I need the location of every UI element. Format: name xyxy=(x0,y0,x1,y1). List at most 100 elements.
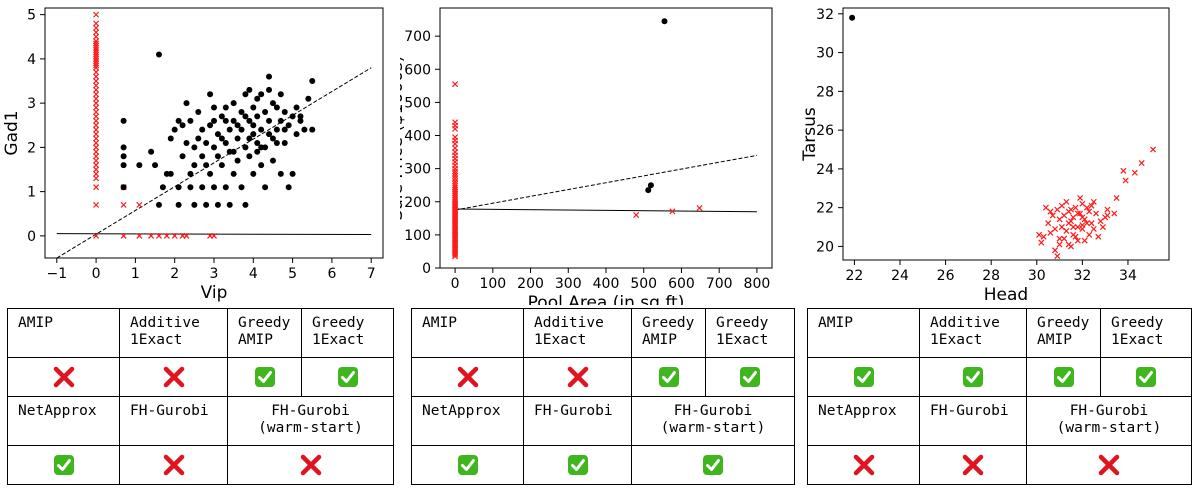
x-marker-point xyxy=(452,178,459,185)
method-label: Additive 1Exact xyxy=(523,308,632,358)
y-axis-label: Gad1 xyxy=(2,110,22,155)
dot-point xyxy=(211,184,217,191)
y-tick-label: 22 xyxy=(816,201,834,217)
x-marker-point xyxy=(148,232,155,239)
dot-point xyxy=(187,184,194,191)
result-cell xyxy=(919,445,1027,485)
y-axis-label: Tarsus xyxy=(800,107,820,162)
dot-point xyxy=(218,113,225,120)
x-tick-label: 24 xyxy=(891,268,909,284)
check-mark-icon xyxy=(702,454,724,476)
dashed-fit-line xyxy=(455,154,757,211)
result-cell xyxy=(7,357,120,397)
x-marker-point xyxy=(93,20,100,27)
x-axis-label: Vip xyxy=(201,283,228,303)
dashed-fit-line xyxy=(56,67,372,258)
x-marker-point xyxy=(93,44,100,51)
x-marker-point xyxy=(1104,212,1111,219)
dot-point xyxy=(246,117,253,124)
x-marker-point xyxy=(93,113,100,120)
dot-point xyxy=(167,135,174,142)
x-marker-point xyxy=(1079,214,1086,221)
x-marker-point xyxy=(93,11,100,18)
dot-point xyxy=(183,139,190,146)
x-tick-label: 32 xyxy=(1073,268,1091,284)
x-tick-label: 100 xyxy=(479,276,506,292)
x-marker-point xyxy=(93,201,100,208)
method-results-table: AMIP Additive 1Exact Greedy AMIP Greedy 1Ex… xyxy=(7,308,394,485)
dot-point xyxy=(285,122,292,129)
x-tick-label: 800 xyxy=(744,276,771,292)
y-tick-label: 32 xyxy=(816,7,834,23)
dot-point xyxy=(281,108,288,115)
method-label: Greedy AMIP xyxy=(227,308,302,358)
x-marker-point xyxy=(136,232,143,239)
solid-fit-line xyxy=(455,208,757,213)
x-marker-point xyxy=(1086,231,1093,238)
x-marker-point xyxy=(452,251,459,258)
y-tick-label: 4 xyxy=(27,52,36,68)
cross-mark-icon xyxy=(53,366,75,388)
x-marker-point xyxy=(93,170,100,177)
x-marker-point xyxy=(669,208,676,215)
plot-frame xyxy=(44,7,384,259)
x-marker-point xyxy=(1077,194,1084,201)
dot-point xyxy=(120,144,127,151)
dot-point xyxy=(281,126,288,133)
dot-point xyxy=(266,73,273,80)
result-cell xyxy=(227,445,394,485)
dot-point xyxy=(238,108,245,115)
x-marker-point xyxy=(93,40,100,47)
cross-mark-icon xyxy=(163,454,185,476)
dot-point xyxy=(246,153,253,160)
dot-point xyxy=(301,126,308,133)
dot-point xyxy=(277,170,284,177)
x-marker-point xyxy=(93,58,100,65)
dot-point xyxy=(250,122,257,129)
y-tick-label: 100 xyxy=(404,228,431,244)
x-tick-label: 3 xyxy=(210,266,219,282)
dot-point xyxy=(152,162,159,169)
dot-point xyxy=(120,184,127,191)
result-cell xyxy=(1026,357,1101,397)
x-marker-point xyxy=(155,232,163,239)
y-tick-label: 600 xyxy=(404,62,431,78)
x-marker-point xyxy=(93,29,100,36)
dot-point xyxy=(258,126,265,133)
x-marker-point xyxy=(452,125,459,132)
dot-point xyxy=(234,157,241,164)
dot-point xyxy=(195,135,202,142)
x-tick-label: 300 xyxy=(555,276,582,292)
dot-point xyxy=(289,170,296,177)
dot-point xyxy=(234,135,241,142)
x-marker-point xyxy=(93,100,100,107)
x-marker-point xyxy=(1056,235,1063,242)
dot-point xyxy=(293,104,300,111)
dot-point xyxy=(309,78,316,85)
x-marker-point xyxy=(1061,235,1068,242)
y-tick-label: 500 xyxy=(404,95,431,111)
plot-frame xyxy=(842,7,1170,261)
x-marker-point xyxy=(1111,210,1118,217)
dot-point xyxy=(238,184,245,191)
result-cell xyxy=(807,445,920,485)
x-marker-point xyxy=(1038,239,1045,246)
panel-3: 22 24 26 28 30 32 34 20 22 24 26 28 30 32 Head Tarsus A… xyxy=(798,0,1196,492)
x-marker-point xyxy=(93,104,100,111)
method-label: NetApprox xyxy=(411,396,524,446)
x-marker-point xyxy=(93,131,100,138)
result-cell xyxy=(523,357,632,397)
result-cell xyxy=(705,357,795,397)
x-marker-point xyxy=(1047,229,1054,236)
check-mark-icon xyxy=(658,366,680,388)
check-mark-icon xyxy=(853,366,875,388)
method-label-row: NetApprox FH-Gurobi FH-Gurobi (warm-start) xyxy=(7,396,394,446)
dot-point xyxy=(203,162,210,169)
x-marker-point xyxy=(1070,224,1077,231)
x-marker-point xyxy=(696,205,703,212)
x-tick-label: 30 xyxy=(1028,268,1046,284)
x-marker-point xyxy=(93,38,100,45)
y-tick-label: 5 xyxy=(27,8,36,24)
x-marker-point xyxy=(1074,224,1081,231)
cross-mark-icon xyxy=(962,454,984,476)
